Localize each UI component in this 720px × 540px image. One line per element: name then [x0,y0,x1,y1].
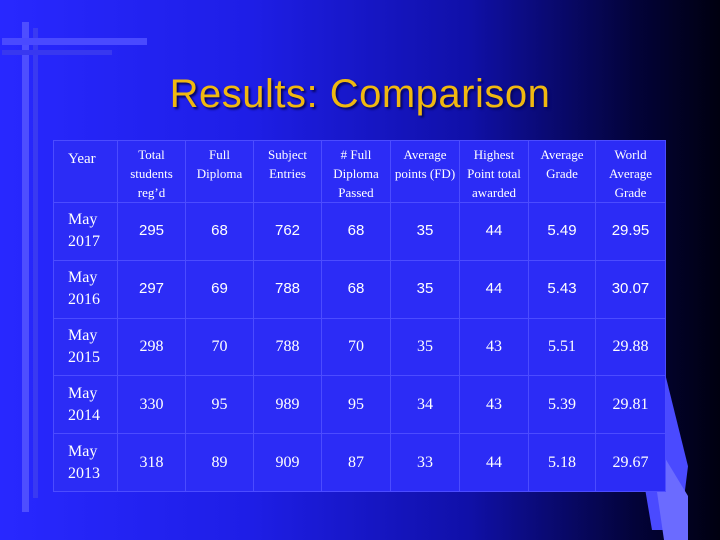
cell-world-average: 29.81 [595,375,666,435]
cell-average-grade: 5.18 [528,433,596,492]
cell-average-points: 34 [390,375,460,435]
cell-highest-point: 44 [459,433,529,492]
table-row: May 2014 330 95 989 95 34 43 5.39 29.81 [53,375,666,435]
cell-average-grade: 5.51 [528,317,596,377]
results-table: Year Total students reg’d Full Diploma S… [53,140,666,492]
header-full-diploma: Full Diploma [185,140,254,203]
cell-average-points: 35 [390,317,460,377]
slide-title: Results: Comparison [169,72,551,116]
cell-average-grade: 5.49 [528,202,596,261]
cell-average-points: 35 [390,202,460,261]
cell-year: May 2016 [53,259,118,319]
cell-full-diploma: 69 [185,259,254,319]
cell-full-diploma-passed: 70 [321,317,391,377]
cell-average-grade: 5.43 [528,259,596,319]
decorative-horizontal-bar [2,38,147,45]
cell-world-average: 29.95 [595,202,666,261]
cell-full-diploma: 95 [185,375,254,435]
table-row: May 2015 298 70 788 70 35 43 5.51 29.88 [53,317,666,377]
cell-world-average: 29.88 [595,317,666,377]
header-highest-point: Highest Point total awarded [459,140,529,203]
cell-subject-entries: 788 [253,259,322,319]
cell-year: May 2013 [53,433,118,492]
cell-year: May 2014 [53,375,118,435]
cell-highest-point: 43 [459,317,529,377]
cell-full-diploma: 68 [185,202,254,261]
header-full-diploma-passed: # Full Diploma Passed [321,140,391,203]
table-row: May 2013 318 89 909 87 33 44 5.18 29.67 [53,433,666,492]
cell-subject-entries: 788 [253,317,322,377]
cell-year: May 2017 [53,202,118,261]
cell-average-grade: 5.39 [528,375,596,435]
cell-total-students: 318 [117,433,186,492]
cell-world-average: 29.67 [595,433,666,492]
cell-total-students: 330 [117,375,186,435]
cell-full-diploma-passed: 87 [321,433,391,492]
cell-highest-point: 44 [459,202,529,261]
cell-full-diploma-passed: 68 [321,202,391,261]
cell-subject-entries: 989 [253,375,322,435]
cell-subject-entries: 909 [253,433,322,492]
decorative-vertical-bar-thin [33,28,38,498]
cell-highest-point: 44 [459,259,529,319]
decorative-horizontal-bar-thin [2,50,112,55]
cell-full-diploma: 70 [185,317,254,377]
cell-average-points: 33 [390,433,460,492]
header-average-grade: Average Grade [528,140,596,203]
cell-world-average: 30.07 [595,259,666,319]
cell-average-points: 35 [390,259,460,319]
cell-total-students: 297 [117,259,186,319]
header-average-points: Average points (FD) [390,140,460,203]
header-world-average: World Average Grade [595,140,666,203]
cell-full-diploma-passed: 68 [321,259,391,319]
cell-highest-point: 43 [459,375,529,435]
cell-year: May 2015 [53,317,118,377]
header-year: Year [53,140,118,203]
table-row: May 2017 295 68 762 68 35 44 5.49 29.95 [53,202,666,261]
table-header-row: Year Total students reg’d Full Diploma S… [53,140,666,203]
header-total-students: Total students reg’d [117,140,186,203]
cell-full-diploma: 89 [185,433,254,492]
cell-total-students: 295 [117,202,186,261]
header-subject-entries: Subject Entries [253,140,322,203]
cell-subject-entries: 762 [253,202,322,261]
cell-total-students: 298 [117,317,186,377]
cell-full-diploma-passed: 95 [321,375,391,435]
table-row: May 2016 297 69 788 68 35 44 5.43 30.07 [53,259,666,319]
decorative-vertical-bar [22,22,29,512]
